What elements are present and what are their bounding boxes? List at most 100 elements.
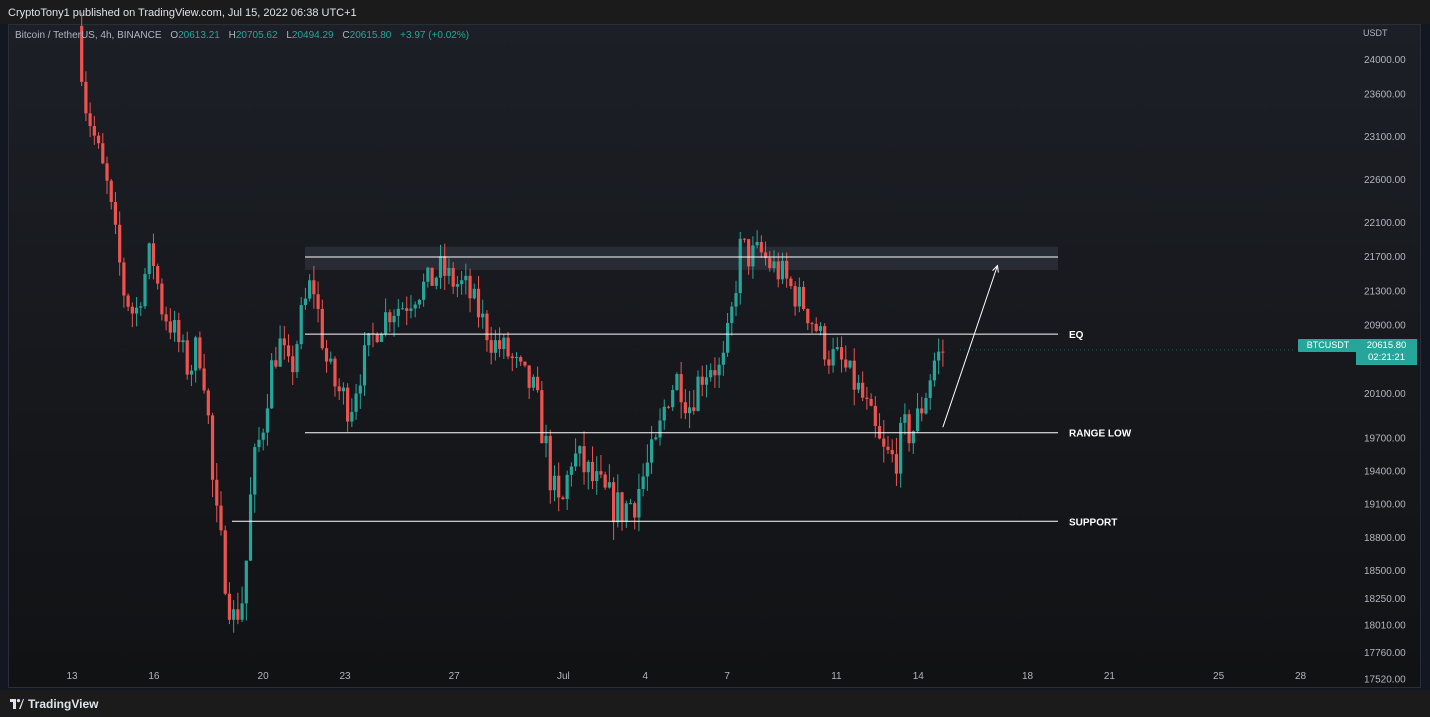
candle-up[interactable]	[253, 447, 257, 495]
candle-up[interactable]	[903, 414, 907, 423]
candle-up[interactable]	[531, 376, 535, 388]
candle-up[interactable]	[270, 360, 274, 409]
candle-down[interactable]	[827, 359, 831, 366]
candle-down[interactable]	[468, 275, 472, 299]
candle-up[interactable]	[595, 471, 599, 482]
candle-up[interactable]	[856, 382, 861, 390]
candle-down[interactable]	[742, 238, 747, 240]
candle-down[interactable]	[168, 321, 172, 333]
candle-down[interactable]	[223, 530, 227, 594]
candle-up[interactable]	[937, 351, 941, 361]
candle-down[interactable]	[210, 415, 215, 480]
candle-down[interactable]	[227, 593, 232, 620]
candle-down[interactable]	[814, 323, 818, 331]
candle-up[interactable]	[172, 320, 177, 333]
chart-frame[interactable]	[8, 24, 1421, 688]
candle-down[interactable]	[519, 357, 523, 362]
candle-down[interactable]	[451, 267, 455, 287]
candle-down[interactable]	[666, 406, 671, 408]
candle-up[interactable]	[460, 280, 464, 285]
candle-down[interactable]	[198, 337, 202, 369]
candle-down[interactable]	[84, 81, 88, 114]
candle-down[interactable]	[388, 312, 392, 323]
candle-up[interactable]	[565, 474, 569, 500]
candle-up[interactable]	[329, 358, 333, 362]
candle-down[interactable]	[312, 280, 316, 295]
candle-up[interactable]	[780, 260, 785, 280]
candle-up[interactable]	[721, 352, 725, 365]
candle-down[interactable]	[236, 609, 240, 620]
candle-down[interactable]	[88, 113, 92, 127]
candle-down[interactable]	[844, 359, 848, 368]
candle-down[interactable]	[611, 482, 616, 523]
candle-up[interactable]	[232, 609, 236, 620]
candle-up[interactable]	[628, 503, 633, 505]
candle-down[interactable]	[443, 256, 447, 276]
candle-up[interactable]	[704, 377, 709, 385]
projection-arrow[interactable]	[942, 265, 998, 428]
candle-up[interactable]	[569, 466, 573, 475]
candle-up[interactable]	[493, 340, 497, 353]
candle-up[interactable]	[299, 305, 303, 345]
candle-up[interactable]	[447, 267, 451, 276]
candle-up[interactable]	[835, 347, 839, 350]
candle-down[interactable]	[839, 347, 844, 360]
candle-down[interactable]	[599, 471, 603, 475]
candle-down[interactable]	[540, 390, 544, 444]
candle-up[interactable]	[143, 273, 147, 307]
candle-down[interactable]	[776, 261, 780, 280]
candle-up[interactable]	[189, 370, 194, 375]
candle-up[interactable]	[147, 243, 151, 274]
candle-down[interactable]	[476, 288, 481, 318]
candle-down[interactable]	[164, 314, 168, 322]
candle-up[interactable]	[413, 304, 417, 309]
candle-up[interactable]	[755, 241, 759, 246]
candle-up[interactable]	[797, 286, 801, 307]
candle-down[interactable]	[498, 340, 502, 350]
candle-down[interactable]	[405, 308, 409, 311]
candle-up[interactable]	[362, 345, 367, 386]
candle-down[interactable]	[324, 348, 329, 362]
candle-up[interactable]	[696, 376, 700, 411]
candle-down[interactable]	[274, 360, 278, 367]
candle-down[interactable]	[852, 360, 856, 390]
candle-up[interactable]	[396, 308, 400, 316]
candle-down[interactable]	[96, 135, 101, 144]
candle-down[interactable]	[941, 351, 945, 353]
candle-down[interactable]	[873, 405, 877, 427]
candle-down[interactable]	[633, 503, 637, 518]
candle-down[interactable]	[316, 294, 320, 309]
candle-down[interactable]	[548, 435, 552, 491]
candle-up[interactable]	[818, 326, 823, 331]
candle-up[interactable]	[464, 275, 468, 281]
candle-down[interactable]	[109, 180, 113, 203]
candle-down[interactable]	[485, 313, 489, 341]
candle-down[interactable]	[793, 286, 797, 307]
candle-up[interactable]	[514, 357, 519, 359]
candle-down[interactable]	[763, 252, 768, 259]
candle-up[interactable]	[658, 420, 662, 438]
candle-up[interactable]	[438, 256, 443, 278]
candle-down[interactable]	[177, 320, 181, 343]
candle-down[interactable]	[215, 479, 219, 506]
candle-down[interactable]	[861, 382, 865, 398]
candle-up[interactable]	[426, 267, 430, 282]
candle-up[interactable]	[552, 475, 557, 491]
candle-up[interactable]	[924, 397, 928, 414]
candle-down[interactable]	[692, 407, 696, 411]
candle-up[interactable]	[303, 298, 308, 306]
candle-up[interactable]	[734, 293, 738, 307]
candle-up[interactable]	[134, 307, 139, 314]
candle-down[interactable]	[582, 446, 586, 473]
candle-up[interactable]	[308, 280, 312, 299]
candle-down[interactable]	[683, 402, 687, 414]
candle-up[interactable]	[928, 380, 932, 398]
candle-up[interactable]	[899, 422, 903, 474]
candle-down[interactable]	[603, 474, 607, 488]
candle-down[interactable]	[806, 308, 810, 324]
candle-down[interactable]	[713, 370, 717, 376]
candle-up[interactable]	[730, 306, 734, 324]
candle-up[interactable]	[261, 432, 265, 440]
candle-down[interactable]	[523, 361, 527, 366]
